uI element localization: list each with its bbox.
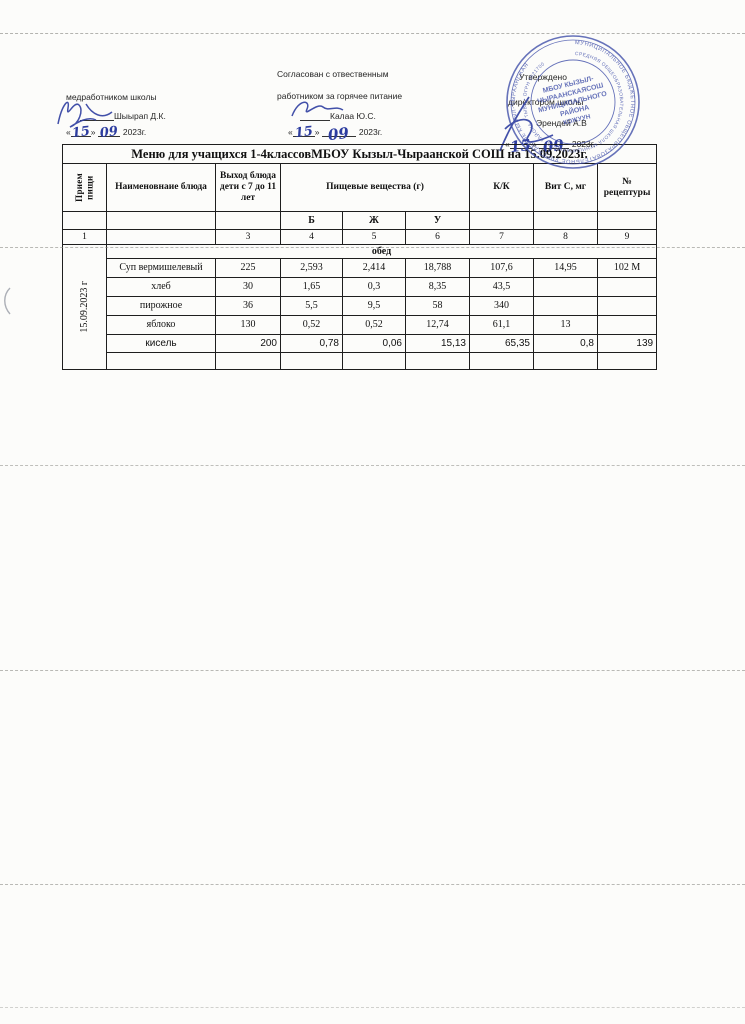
signature-line xyxy=(300,112,330,121)
approval-right-title: Утверждено xyxy=(519,72,567,82)
scan-fold-line xyxy=(0,1007,745,1008)
col-header-dish: Наименовнаие блюда xyxy=(106,163,216,212)
table-row: хлеб 30 1,65 0,3 8,35 43,5 xyxy=(63,277,658,297)
approval-left-date: «15» 09 2023г. xyxy=(66,123,147,142)
scan-fold-line xyxy=(0,247,745,248)
handwritten-day: 15 xyxy=(293,123,314,142)
menu-table-container: Меню для учащихся 1-4классовМБОУ Кызыл-Ч… xyxy=(61,144,658,370)
document-title: Меню для учащихся 1-4классовМБОУ Кызыл-Ч… xyxy=(61,144,658,164)
scan-fold-line xyxy=(0,465,745,466)
approval-middle-line1: Согласован с отвественным xyxy=(277,69,389,79)
scan-fold-line xyxy=(0,884,745,885)
dish-name: пирожное xyxy=(106,296,216,316)
handwritten-month: 09 xyxy=(327,123,351,145)
col-header-vitc: Вит С, мг xyxy=(533,163,598,212)
date-cell: 15.09.2023 г xyxy=(62,244,107,370)
food-worker-signature xyxy=(291,101,344,117)
table-row: кисель 200 0,78 0,06 15,13 65,35 0,8 139 xyxy=(63,334,658,353)
col-subheader-protein: Б xyxy=(280,211,343,230)
table-column-numbers-row: 1 3 4 5 6 7 8 9 xyxy=(62,229,658,245)
col-header-kk: К/К xyxy=(469,163,534,212)
approval-middle-date: «15» 09 2023г. xyxy=(288,123,383,145)
dish-name: хлеб xyxy=(106,277,216,297)
col-subheader-carbs: У xyxy=(405,211,470,230)
col-header-recipe: № рецептуры xyxy=(596,163,658,212)
medworker-signature xyxy=(57,101,113,128)
table-row: Суп вермишелевый 225 2,593 2,414 18,788 … xyxy=(63,258,658,278)
table-row: пирожное 36 5,5 9,5 58 340 xyxy=(63,296,658,316)
approval-middle-name: Калаа Ю.С. xyxy=(300,111,376,121)
approval-left-role: медработником школы xyxy=(66,92,157,102)
col-header-output: Выход блюда дети с 7 до 11 лет xyxy=(215,163,281,212)
dish-name: кисель xyxy=(106,334,216,353)
dish-name: Суп вермишелевый xyxy=(106,258,216,278)
approval-left-name: Шыырап Д.К. xyxy=(80,111,166,121)
table-title-row: Меню для учащихся 1-4классовМБОУ Кызыл-Ч… xyxy=(61,144,658,164)
col-subheader-fat: Ж xyxy=(342,211,406,230)
signature-line xyxy=(80,112,114,121)
table-header-row: Прием пищи Наименовнаие блюда Выход блюд… xyxy=(62,163,658,212)
scan-fold-line xyxy=(0,670,745,671)
empty-row xyxy=(63,352,658,370)
approval-middle-line2: работником за горячее питание xyxy=(277,91,403,101)
table-row: яблоко 130 0,52 0,52 12,74 61,1 13 xyxy=(63,315,658,335)
table-bju-row: Б Ж У xyxy=(62,211,658,230)
menu-table: Меню для учащихся 1-4классовМБОУ Кызыл-Ч… xyxy=(61,144,658,370)
dish-name: яблоко xyxy=(106,315,216,335)
scan-mark xyxy=(4,287,11,315)
col-header-nutrients: Пищевые вещества (г) xyxy=(280,163,470,212)
col-header-meal: Прием пищи xyxy=(62,163,107,212)
scan-fold-line xyxy=(0,33,745,34)
